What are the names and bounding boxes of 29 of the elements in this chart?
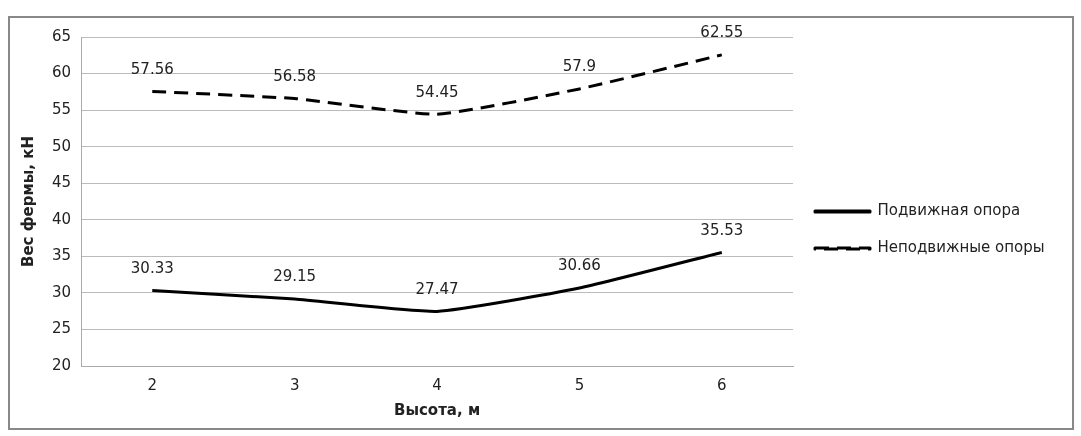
data-label: 29.15	[273, 267, 317, 286]
y-tick-label: 25	[51, 319, 72, 338]
data-label: 54.45	[415, 82, 459, 101]
y-tick-label: 35	[51, 246, 72, 265]
data-label: 30.66	[557, 256, 601, 275]
y-tick-label: 55	[51, 100, 72, 118]
data-label: 57.56	[130, 59, 174, 78]
y-tick-label: 60	[51, 63, 72, 82]
data-label: 56.58	[273, 66, 317, 85]
x-tick-label: 2	[147, 375, 158, 394]
x-axis-title: Высота, м	[393, 400, 481, 419]
data-label: 30.33	[130, 258, 174, 277]
y-tick-label: 65	[51, 26, 72, 45]
y-tick-label: 45	[51, 173, 72, 192]
y-tick-label: 40	[51, 209, 72, 228]
data-label: 62.55	[700, 23, 744, 42]
y-tick-label: 20	[51, 355, 72, 374]
data-label: 27.47	[415, 279, 459, 298]
legend-label: Неподвижные опоры	[877, 238, 1045, 257]
x-tick-label: 5	[574, 375, 585, 394]
x-tick-label: 3	[289, 375, 300, 394]
y-axis-title: Вес фермы, кН	[18, 136, 37, 267]
legend-label: Подвижная опора	[877, 201, 1021, 220]
x-tick-label: 6	[717, 375, 727, 394]
data-label: 57.9	[562, 57, 597, 76]
y-tick-label: 50	[51, 136, 72, 155]
y-tick-label: 30	[51, 282, 72, 301]
x-tick-label: 4	[432, 375, 442, 394]
data-label: 35.53	[700, 220, 744, 239]
